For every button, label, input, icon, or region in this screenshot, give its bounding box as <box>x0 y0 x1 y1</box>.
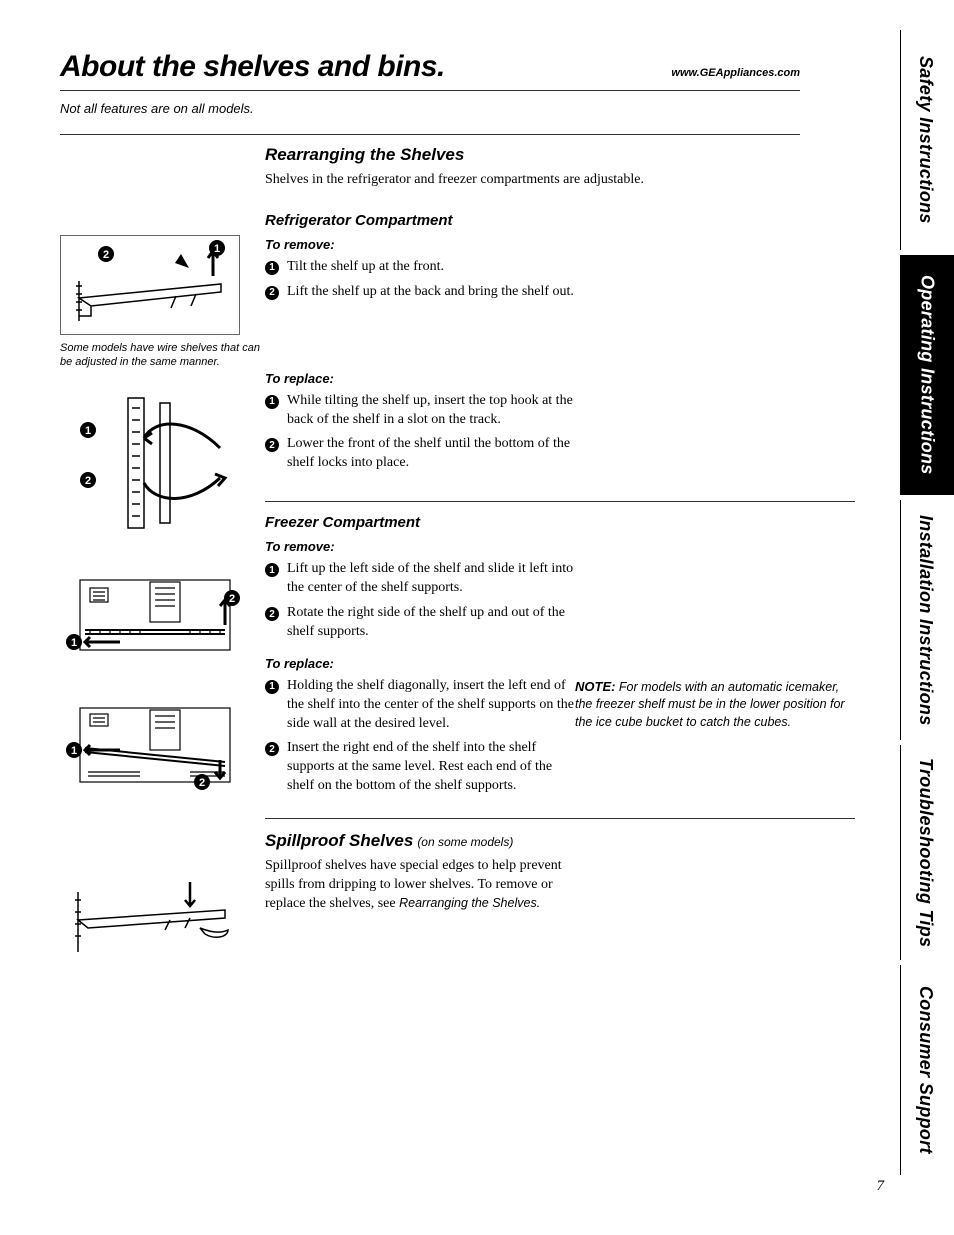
step-badge-icon: 1 <box>265 261 279 275</box>
manual-page: About the shelves and bins. www.GEApplia… <box>0 0 860 954</box>
text-column: Rearranging the Shelves Shelves in the r… <box>265 145 855 914</box>
divider <box>60 134 800 135</box>
tab-label: Installation Instructions <box>915 515 936 726</box>
step-badge-icon: 1 <box>265 680 279 694</box>
svg-text:2: 2 <box>199 777 205 789</box>
page-title: About the shelves and bins. <box>60 50 445 84</box>
fig-spillproof <box>60 872 240 962</box>
tab-label: Troubleshooting Tips <box>915 758 936 947</box>
note-lead: NOTE: <box>575 679 615 694</box>
step-row: 2 Insert the right end of the shelf into… <box>265 739 575 796</box>
step-badge-icon: 1 <box>265 563 279 577</box>
divider <box>265 818 855 819</box>
step-badge-icon: 2 <box>265 607 279 621</box>
step-text: Lift up the left side of the shelf and s… <box>287 560 575 598</box>
step-text: Lower the front of the shelf until the b… <box>287 435 575 473</box>
page-number: 7 <box>877 1178 885 1195</box>
tab-operating[interactable]: Operating Instructions <box>900 255 954 495</box>
step-row: 1 While tilting the shelf up, insert the… <box>265 392 575 430</box>
side-tabs: Safety Instructions Operating Instructio… <box>900 30 954 1190</box>
tab-troubleshooting[interactable]: Troubleshooting Tips <box>900 745 954 960</box>
spillproof-title: Spillproof Shelves <box>265 831 413 850</box>
step-text: Rotate the right side of the shelf up an… <box>287 604 575 642</box>
to-replace-label: To replace: <box>265 656 855 671</box>
svg-text:2: 2 <box>229 593 235 605</box>
step-row: 1 Lift up the left side of the shelf and… <box>265 560 575 598</box>
spillproof-ref: Rearranging the Shelves. <box>399 896 540 910</box>
step-text: Lift the shelf up at the back and bring … <box>287 283 574 302</box>
spillproof-qualifier: (on some models) <box>417 835 513 849</box>
step-text: While tilting the shelf up, insert the t… <box>287 392 575 430</box>
page-header: About the shelves and bins. www.GEApplia… <box>60 50 800 91</box>
svg-text:1: 1 <box>214 243 220 255</box>
step-row: 1 Holding the shelf diagonally, insert t… <box>265 677 575 734</box>
site-url: www.GEAppliances.com <box>671 67 800 79</box>
tab-installation[interactable]: Installation Instructions <box>900 500 954 740</box>
tab-label: Safety Instructions <box>915 56 936 224</box>
step-row: 1 Tilt the shelf up at the front. <box>265 258 575 277</box>
step-badge-icon: 2 <box>265 438 279 452</box>
to-remove-label: To remove: <box>265 237 855 252</box>
tab-safety[interactable]: Safety Instructions <box>900 30 954 250</box>
svg-text:1: 1 <box>71 745 77 757</box>
tab-consumer[interactable]: Consumer Support <box>900 965 954 1175</box>
step-row: 2 Lift the shelf up at the back and brin… <box>265 283 575 302</box>
svg-text:2: 2 <box>85 475 91 487</box>
note-body: For models with an automatic icemaker, t… <box>575 680 845 729</box>
divider <box>265 501 855 502</box>
step-badge-icon: 2 <box>265 286 279 300</box>
svg-text:1: 1 <box>71 637 77 649</box>
tab-label: Operating Instructions <box>917 275 938 475</box>
fig-freezer-remove: 1 2 <box>60 570 240 660</box>
section-rearranging-title: Rearranging the Shelves <box>265 145 855 165</box>
spillproof-body: Spillproof shelves have special edges to… <box>265 857 565 914</box>
freezer-note: NOTE: For models with an automatic icema… <box>575 678 855 732</box>
step-text: Holding the shelf diagonally, insert the… <box>287 677 575 734</box>
step-badge-icon: 2 <box>265 742 279 756</box>
illustration-column: 2 1 Some models have wire shelves that c… <box>60 145 260 962</box>
fig-shelf-remove: 2 1 <box>60 235 240 335</box>
to-remove-label: To remove: <box>265 539 855 554</box>
svg-text:2: 2 <box>103 249 109 261</box>
fig1-caption: Some models have wire shelves that can b… <box>60 341 260 370</box>
page-subtitle: Not all features are on all models. <box>60 101 800 116</box>
step-row: 2 Lower the front of the shelf until the… <box>265 435 575 473</box>
rearranging-intro: Shelves in the refrigerator and freezer … <box>265 171 765 190</box>
step-row: 2 Rotate the right side of the shelf up … <box>265 604 575 642</box>
step-text: Tilt the shelf up at the front. <box>287 258 444 277</box>
freezer-title: Freezer Compartment <box>265 514 855 531</box>
tab-label: Consumer Support <box>915 986 936 1154</box>
step-text: Insert the right end of the shelf into t… <box>287 739 575 796</box>
fig-shelf-replace: 1 2 <box>60 388 240 538</box>
fig-freezer-replace: 1 2 <box>60 700 240 790</box>
svg-text:1: 1 <box>85 425 91 437</box>
refrigerator-title: Refrigerator Compartment <box>265 212 855 229</box>
to-replace-label: To replace: <box>265 371 855 386</box>
step-badge-icon: 1 <box>265 395 279 409</box>
